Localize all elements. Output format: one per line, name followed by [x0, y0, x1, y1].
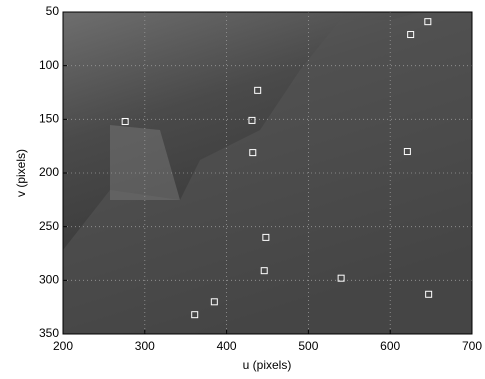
y-tick-label: 300 — [39, 273, 59, 287]
y-tick-label: 50 — [46, 4, 60, 18]
y-tick-label: 100 — [39, 58, 59, 72]
x-tick-label: 400 — [217, 339, 237, 353]
x-tick-label: 600 — [380, 339, 400, 353]
x-tick-label: 500 — [298, 339, 318, 353]
chart: u (pixels) v (pixels) 200 300 400 500 600 700… — [0, 0, 485, 379]
y-tick-label: 150 — [39, 112, 59, 126]
x-tick-label: 200 — [53, 339, 73, 353]
x-axis-label: u (pixels) — [243, 358, 292, 372]
y-tick-label: 350 — [39, 326, 59, 340]
y-tick-label: 200 — [39, 165, 59, 179]
y-tick-label: 250 — [39, 219, 59, 233]
y-axis-label: v (pixels) — [14, 149, 28, 197]
x-tick-label: 700 — [462, 339, 482, 353]
x-tick-label: 300 — [135, 339, 155, 353]
